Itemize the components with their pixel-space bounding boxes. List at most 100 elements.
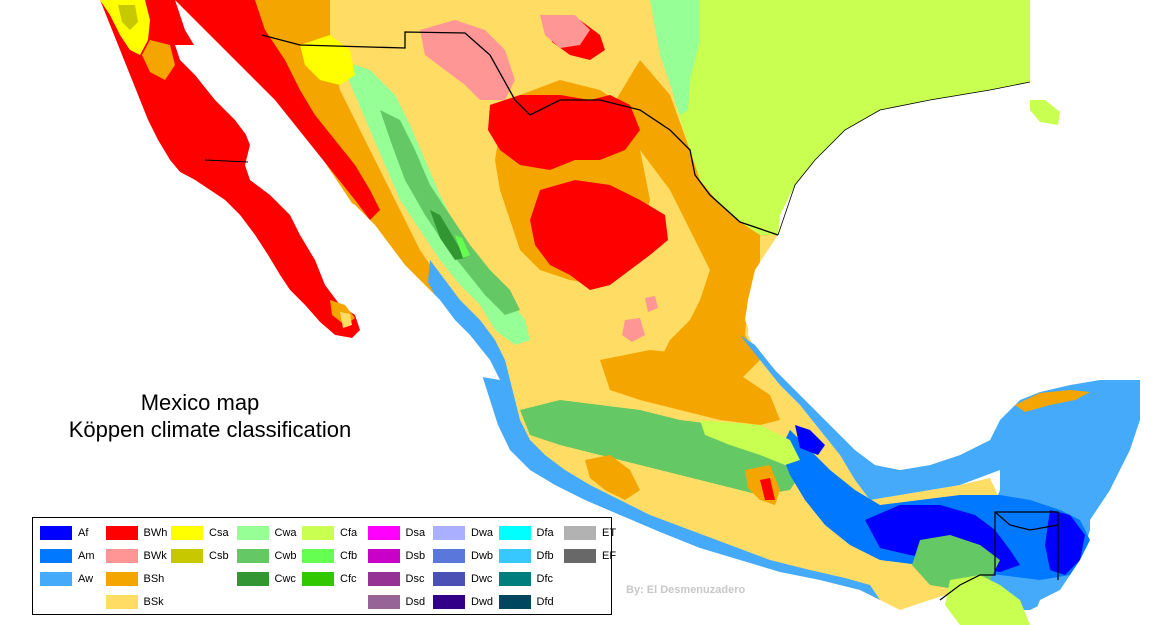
legend-item-dsc: Dsc — [367, 571, 430, 587]
legend-swatch-dwc — [433, 572, 465, 586]
legend-swatch-dfd — [498, 595, 531, 609]
legend-label-et: ET — [602, 527, 617, 539]
legend-swatch-et — [564, 526, 596, 540]
legend-label-ef: EF — [602, 550, 617, 562]
legend-item-dfa: Dfa — [498, 525, 561, 541]
region-af-east — [1045, 510, 1085, 575]
border-belize — [994, 511, 1059, 531]
legend-item-af: Af — [40, 525, 102, 541]
legend-label-dfa: Dfa — [536, 527, 554, 539]
region-bwk-north — [420, 20, 515, 100]
region-cwb-south — [520, 400, 800, 495]
legend-item-bwk: BWk — [105, 548, 168, 564]
legend-label-bwk: BWk — [143, 550, 167, 562]
legend-label-dwb: Dwb — [471, 550, 494, 562]
legend-swatch-dsa — [367, 526, 400, 540]
legend-item-csa: Csa — [171, 525, 233, 541]
legend-item-cwb: Cwb — [236, 548, 299, 564]
legend-item-et: ET — [564, 525, 626, 541]
author-credit: By: El Desmenuzadero — [626, 584, 746, 596]
legend-label-csb: Csb — [209, 550, 229, 562]
legend-swatch-bwh — [105, 526, 138, 540]
legend-label-dwc: Dwc — [471, 573, 493, 585]
region-baja-bwh — [100, 0, 360, 338]
region-csa-sonora — [300, 35, 355, 85]
legend-item-dwd: Dwd — [433, 594, 495, 610]
legend-label-bsh: BSh — [143, 573, 165, 585]
legend-label-cwa: Cwa — [274, 527, 297, 539]
legend-label-dsb: Dsb — [405, 550, 426, 562]
legend-swatch-bwk — [105, 549, 138, 563]
region-bwk-patch-central — [622, 318, 645, 342]
region-bsh-east — [610, 60, 760, 410]
legend-item-bsk: BSk — [105, 594, 168, 610]
region-florida-cfa — [1030, 100, 1060, 125]
legend-swatch-cfa — [302, 526, 334, 540]
legend-swatch-csa — [171, 526, 203, 540]
legend-label-am: Am — [78, 550, 95, 562]
border-coast-outline — [777, 81, 1031, 236]
region-bwh-chihuahua — [488, 95, 640, 170]
legend: Af Am Aw BWh BWk BSh BSk Csa Csb Cwa Cwb Cwc Cfa Cfb C… — [32, 517, 616, 615]
legend-item-dfc: Dfc — [498, 571, 561, 587]
border-us-mexico — [261, 31, 779, 236]
border-guatemala — [939, 511, 1059, 601]
legend-item-dwa: Dwa — [433, 525, 495, 541]
legend-item-dfb: Dfb — [498, 548, 561, 564]
region-bwh-veracruz — [760, 478, 775, 500]
legend-item-bsh: BSh — [105, 571, 168, 587]
region-baja-csa — [100, 0, 150, 55]
region-bsh-oaxaca — [585, 455, 640, 500]
legend-swatch-cfb — [302, 549, 334, 563]
legend-item-cfa: Cfa — [302, 525, 364, 541]
legend-swatch-ef — [564, 549, 596, 563]
legend-swatch-bsh — [105, 572, 138, 586]
legend-swatch-dsb — [367, 549, 400, 563]
region-yucatan-bsh — [1015, 390, 1090, 412]
legend-swatch-cwb — [236, 549, 269, 563]
region-bwh-central — [530, 180, 668, 290]
legend-label-cfa: Cfa — [340, 527, 358, 539]
map-title-line-2: Köppen climate classification — [68, 417, 352, 442]
region-cwb-sierra — [380, 110, 520, 315]
legend-item-ef: EF — [564, 548, 626, 564]
region-af-gulf — [795, 425, 825, 455]
region-baja-bsh — [142, 40, 175, 80]
legend-swatch-dwb — [433, 549, 465, 563]
legend-label-bwh: BWh — [143, 527, 168, 539]
region-bsh-south-central — [600, 350, 780, 425]
legend-label-aw: Aw — [78, 573, 94, 585]
legend-swatch-cfc — [302, 572, 334, 586]
legend-item-cfc: Cfc — [302, 571, 364, 587]
legend-item-dsb: Dsb — [367, 548, 430, 564]
region-bwk-patch-central2 — [645, 296, 658, 312]
legend-swatch-dwd — [433, 595, 465, 609]
region-cfa-pacific — [700, 420, 800, 465]
legend-swatch-dfa — [498, 526, 531, 540]
legend-label-dwd: Dwd — [471, 596, 494, 608]
legend-item-aw: Aw — [40, 571, 102, 587]
region-cwa-north — [645, 0, 700, 115]
legend-swatch-dsc — [367, 572, 400, 586]
legend-item-cwc: Cwc — [236, 571, 299, 587]
sea-gulf-of-california — [175, 45, 500, 380]
region-texas-cfa — [650, 0, 1030, 235]
sea-gulf-of-mexico — [745, 82, 1151, 625]
legend-label-cfc: Cfc — [340, 573, 357, 585]
legend-label-csa: Csa — [209, 527, 229, 539]
legend-label-af: Af — [78, 527, 89, 539]
legend-swatch-dsd — [367, 595, 400, 609]
legend-label-cwb: Cwb — [274, 550, 297, 562]
map-title-line-1: Mexico map — [140, 390, 260, 415]
region-baja-bsk-south — [340, 312, 352, 328]
legend-label-dsc: Dsc — [405, 573, 425, 585]
region-bsh-west — [255, 0, 480, 350]
legend-swatch-am — [40, 549, 72, 563]
legend-item-csb: Csb — [171, 548, 233, 564]
legend-label-dfb: Dfb — [536, 550, 554, 562]
legend-swatch-af — [40, 526, 72, 540]
legend-swatch-dfc — [498, 572, 531, 586]
legend-item-dwb: Dwb — [433, 548, 495, 564]
